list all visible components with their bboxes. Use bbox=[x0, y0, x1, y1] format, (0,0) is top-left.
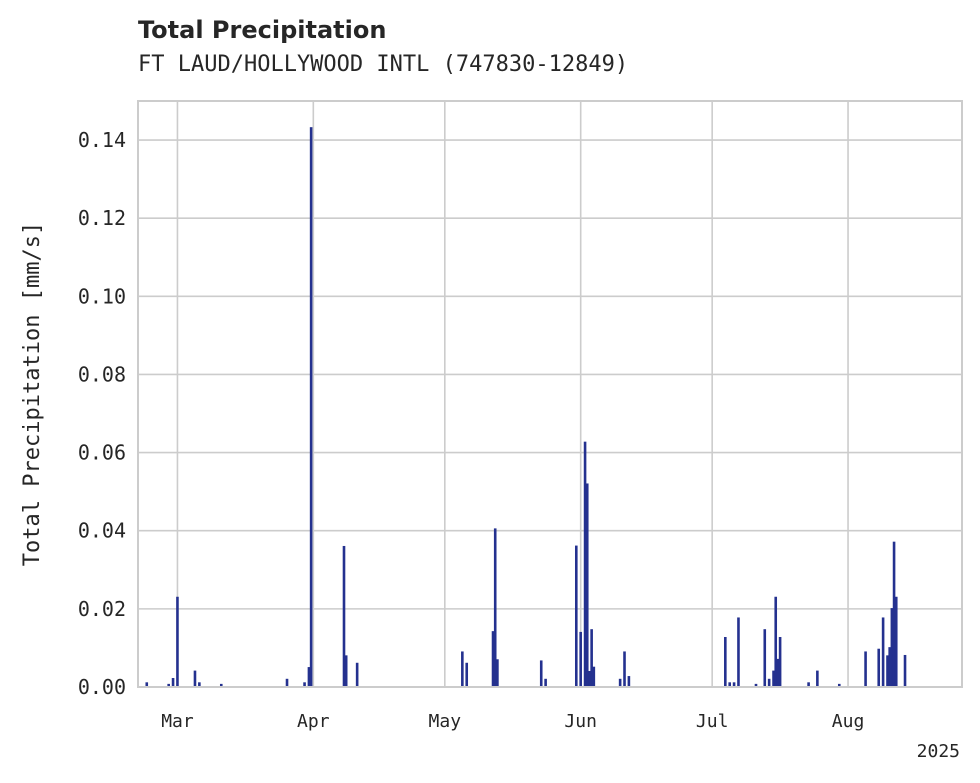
y-tick-label: 0.14 bbox=[78, 128, 126, 152]
precipitation-bar bbox=[176, 596, 179, 687]
precipitation-bar bbox=[776, 658, 780, 687]
y-tick-label: 0.06 bbox=[78, 441, 126, 465]
precipitation-bar bbox=[877, 648, 881, 687]
precipitation-bar bbox=[618, 678, 622, 687]
y-tick-label: 0.00 bbox=[78, 675, 126, 699]
precipitation-bar bbox=[539, 660, 543, 687]
precipitation-bar bbox=[837, 683, 841, 687]
precipitation-bar bbox=[491, 631, 495, 687]
x-tick-label: Jun bbox=[564, 711, 597, 732]
precipitation-bar bbox=[724, 636, 727, 687]
precipitation-bar bbox=[903, 654, 907, 687]
precipitation-bar bbox=[772, 670, 775, 687]
bar-layer bbox=[145, 127, 907, 687]
precipitation-bar bbox=[588, 670, 591, 687]
precipitation-bar bbox=[583, 441, 587, 687]
precipitation-bar bbox=[309, 127, 313, 687]
precipitation-bar bbox=[574, 545, 578, 687]
x-tick-label: May bbox=[429, 711, 462, 732]
precipitation-bar bbox=[816, 670, 819, 687]
precipitation-bar bbox=[145, 682, 149, 687]
y-tick-label: 0.04 bbox=[78, 519, 126, 543]
precipitation-bar bbox=[890, 608, 894, 687]
precipitation-bar bbox=[590, 629, 593, 687]
precipitation-bar bbox=[754, 683, 758, 687]
precipitation-bar bbox=[167, 683, 170, 687]
precipitation-bar bbox=[763, 629, 767, 687]
precipitation-bar bbox=[544, 678, 547, 687]
precipitation-bar bbox=[894, 596, 898, 687]
x-tick-labels: Mar Apr May Jun Jul Aug bbox=[161, 711, 864, 732]
precipitation-bar bbox=[728, 682, 732, 687]
year-label: 2025 bbox=[917, 741, 960, 762]
y-tick-labels: 0.00 0.02 0.04 0.06 0.08 0.10 0.12 0.14 bbox=[78, 128, 126, 699]
y-axis-label: Total Precipitation [mm/s] bbox=[20, 222, 45, 566]
precipitation-bar bbox=[307, 667, 311, 687]
precipitation-bar bbox=[355, 662, 359, 687]
precipitation-bar bbox=[342, 545, 346, 687]
precipitation-bar bbox=[767, 678, 771, 687]
precipitation-bar bbox=[461, 651, 464, 687]
y-tick-label: 0.12 bbox=[78, 206, 126, 230]
precipitation-bar bbox=[623, 651, 626, 687]
precipitation-bar bbox=[585, 483, 589, 687]
precipitation-bar bbox=[778, 636, 782, 687]
precipitation-bar bbox=[888, 647, 891, 687]
precipitation-bar bbox=[579, 631, 582, 687]
precipitation-bar bbox=[864, 651, 867, 687]
precipitation-bar bbox=[592, 666, 596, 687]
grid-layer bbox=[138, 101, 962, 688]
x-tick-label: Mar bbox=[161, 711, 194, 732]
y-tick-label: 0.02 bbox=[78, 597, 126, 621]
x-tick-label: Apr bbox=[297, 711, 330, 732]
precipitation-bar bbox=[496, 659, 499, 687]
precipitation-bar bbox=[465, 662, 469, 687]
precipitation-bar bbox=[807, 682, 810, 687]
precipitation-bar bbox=[198, 682, 201, 687]
precipitation-bar bbox=[171, 678, 175, 687]
precipitation-bar bbox=[219, 683, 223, 687]
precipitation-bar bbox=[303, 682, 306, 687]
precipitation-bar bbox=[344, 655, 348, 687]
precipitation-bar bbox=[627, 676, 631, 687]
precipitation-bar bbox=[892, 541, 896, 687]
precipitation-bar bbox=[493, 528, 497, 687]
precipitation-bar bbox=[732, 682, 736, 687]
y-tick-label: 0.10 bbox=[78, 284, 126, 308]
precipitation-bar bbox=[285, 678, 289, 687]
y-tick-label: 0.08 bbox=[78, 362, 126, 386]
precipitation-bar bbox=[881, 617, 885, 687]
plot-frame bbox=[137, 100, 963, 688]
x-tick-label: Aug bbox=[832, 711, 865, 732]
precipitation-bar bbox=[774, 596, 778, 687]
x-tick-label: Jul bbox=[696, 711, 729, 732]
chart-title: Total Precipitation bbox=[138, 16, 387, 44]
precipitation-bar bbox=[193, 670, 197, 687]
chart-subtitle: FT LAUD/HOLLYWOOD INTL (747830-12849) bbox=[138, 52, 629, 77]
precipitation-bar bbox=[737, 617, 740, 687]
precipitation-bar bbox=[886, 655, 889, 687]
